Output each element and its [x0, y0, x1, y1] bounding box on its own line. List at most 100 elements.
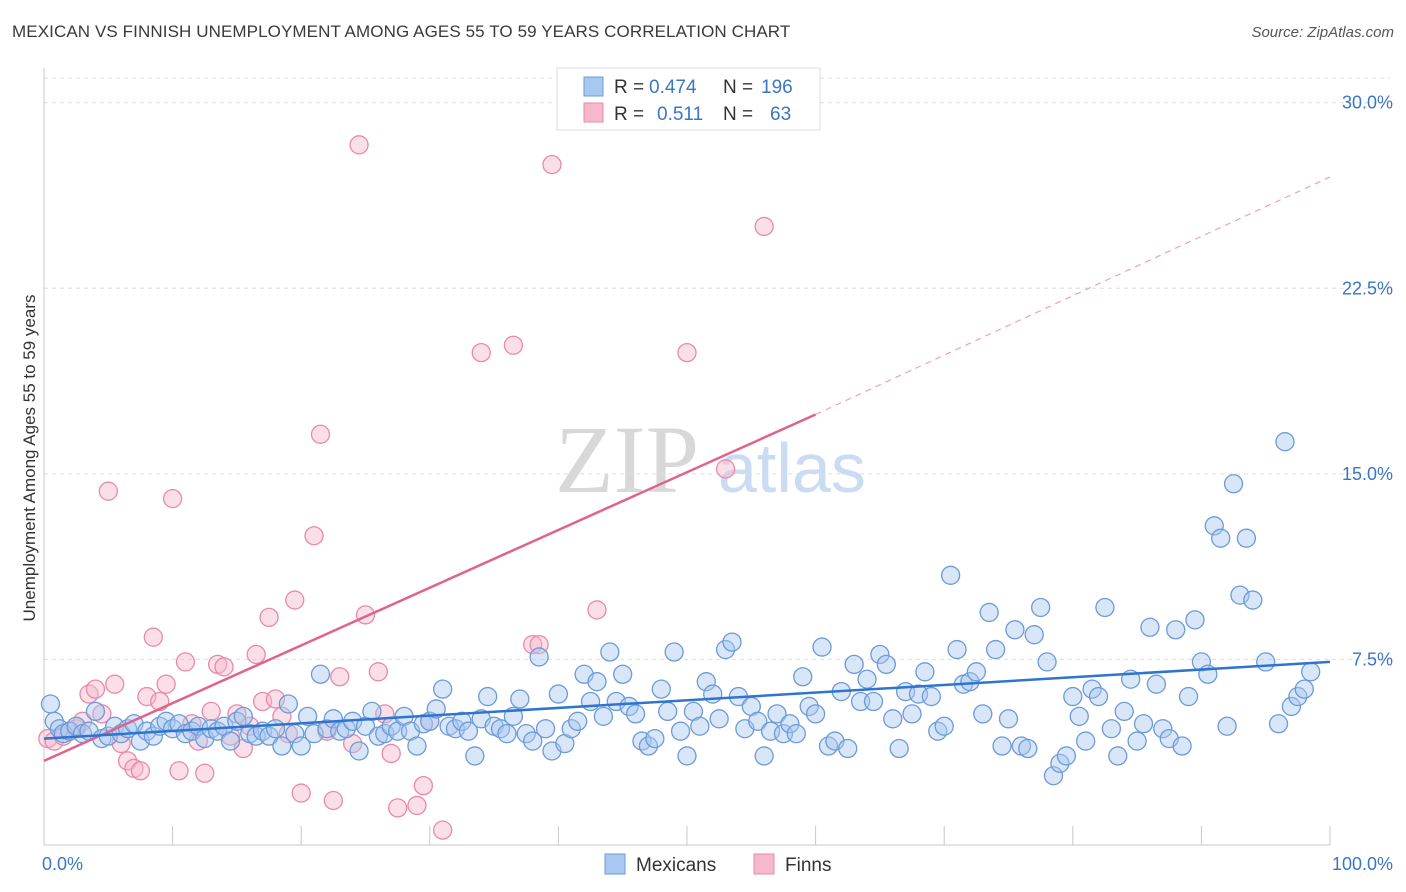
finns-point: [246, 644, 266, 665]
mexicans-point: [677, 746, 697, 766]
finns-point: [330, 667, 350, 687]
watermark-zip: ZIP: [555, 406, 699, 513]
mexicans-point: [690, 716, 710, 736]
finns-point: [214, 657, 234, 677]
finns-point: [368, 662, 389, 682]
mexicans-point: [1275, 432, 1295, 452]
mexicans-point: [921, 686, 941, 707]
mexicans-point: [1037, 652, 1057, 672]
chart-title: MEXICAN VS FINNISH UNEMPLOYMENT AMONG AG…: [12, 22, 791, 41]
mexicans-point: [1114, 701, 1134, 722]
finns-point: [285, 590, 305, 610]
mexicans-point: [233, 706, 253, 726]
mexicans-point: [870, 644, 890, 665]
mexicans-point: [812, 637, 832, 657]
mexicans-point: [1088, 686, 1109, 707]
mexicans-point: [323, 709, 344, 729]
mexicans-point: [966, 662, 986, 682]
mexicans-point: [1223, 474, 1244, 494]
mexicans-point: [1063, 686, 1083, 707]
y-tick-label: 15.0%: [1342, 464, 1393, 484]
mexicans-point: [407, 736, 427, 756]
mexicans-point: [638, 736, 659, 756]
source-credit: Source: ZipAtlas.com: [1251, 24, 1394, 41]
mexicans-point: [645, 728, 665, 749]
mexicans-point: [220, 731, 241, 751]
legend-n-value-finns: 63: [770, 104, 791, 125]
mexicans-point: [529, 647, 549, 667]
mexicans-point: [709, 709, 729, 729]
finns-trend-extension: [815, 176, 1331, 416]
mexicans-point: [1082, 679, 1102, 699]
mexicans-point: [1146, 674, 1167, 694]
mexicans-point: [1301, 662, 1321, 682]
mexicans-point: [664, 642, 684, 662]
finns-point: [201, 701, 221, 722]
finns-trend-line: [43, 413, 817, 763]
mexicans-point: [767, 704, 787, 724]
legend-top: R = 0.474 N = 196 R = 0.511 N = 63: [556, 67, 821, 131]
mexicans-point: [1069, 706, 1089, 726]
mexicans-point: [1140, 617, 1160, 637]
mexicans-point: [625, 704, 646, 724]
mexicans-point: [259, 726, 279, 746]
mexicans-point: [998, 709, 1019, 729]
mexicans-point: [1127, 731, 1147, 751]
mexicans-point: [362, 701, 382, 722]
mexicans-point: [1076, 731, 1096, 751]
bottom-legend-label-mexicans: Mexicans: [636, 855, 716, 876]
mexicans-point: [1288, 686, 1308, 707]
watermark-atlas: atlas: [718, 429, 866, 507]
mexicans-point: [1217, 716, 1237, 736]
mexicans-point: [748, 711, 768, 731]
legend-r-value-finns: 0.511: [657, 104, 703, 125]
mexicans-point: [458, 721, 479, 741]
mexicans-point: [915, 662, 935, 682]
mexicans-point: [535, 719, 556, 739]
finns-point: [677, 342, 697, 363]
mexicans-point: [85, 701, 106, 722]
mexicans-point: [568, 711, 588, 731]
mexicans-point: [1204, 516, 1224, 536]
mexicans-point: [40, 694, 61, 714]
bottom-legend-swatch-finns: [753, 853, 775, 875]
y-tick-labels: 7.5% 15.0% 22.5% 30.0%: [1342, 93, 1393, 670]
mexicans-point: [1153, 719, 1173, 739]
legend-r-label-finns: R =: [614, 104, 644, 125]
finns-point: [105, 674, 125, 694]
mexicans-point: [754, 746, 774, 766]
mexicans-point: [696, 672, 716, 692]
finns-point: [195, 763, 215, 783]
bottom-legend-label-finns: Finns: [785, 855, 831, 876]
mexicans-point: [465, 746, 485, 766]
mexicans-point: [452, 711, 472, 731]
finns-point: [85, 679, 106, 699]
mexicans-point: [799, 696, 819, 717]
mexicans-point: [902, 704, 922, 724]
mexicans-point: [478, 686, 498, 707]
mexicans-point: [580, 691, 601, 712]
mexicans-point: [780, 714, 800, 734]
mexicans-point: [992, 736, 1012, 756]
mexicans-point: [703, 684, 723, 704]
legend-n-label-finns: N =: [723, 104, 753, 125]
legend-swatch-mexicans: [583, 76, 604, 97]
mexicans-point: [1281, 696, 1302, 717]
mexicans-point: [1005, 620, 1025, 640]
y-tick-label: 30.0%: [1342, 93, 1393, 113]
mexicans-point: [297, 706, 318, 726]
axes: [43, 68, 1331, 846]
mexicans-point: [310, 664, 331, 684]
mexicans-point: [1166, 620, 1186, 640]
mexicans-point: [876, 654, 896, 675]
mexicans-point: [1191, 652, 1212, 672]
mexicans-point: [1043, 766, 1064, 786]
mexicans-point: [433, 679, 453, 699]
mexicans-point: [600, 642, 620, 662]
finns-point: [310, 424, 331, 444]
legend-swatch-finns: [583, 102, 604, 123]
mexicans-point: [613, 664, 633, 684]
finns-point: [156, 674, 176, 694]
mexicans-point: [1185, 610, 1205, 630]
mexicans-point: [1172, 736, 1192, 756]
